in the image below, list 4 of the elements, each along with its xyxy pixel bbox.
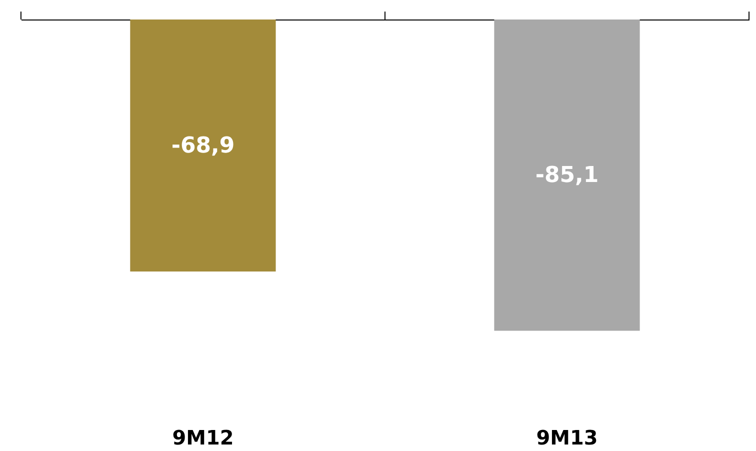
- data-label: -68,9: [171, 134, 235, 159]
- x-tick-label: 9M13: [536, 425, 598, 450]
- data-label: -85,1: [535, 163, 599, 188]
- x-tick-label: 9M12: [172, 425, 234, 450]
